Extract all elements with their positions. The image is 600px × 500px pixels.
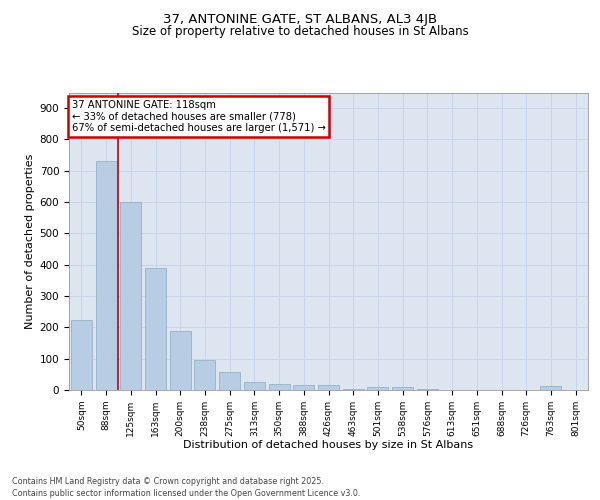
Bar [244, 382, 265, 390]
Text: Contains HM Land Registry data © Crown copyright and database right 2025.
Contai: Contains HM Land Registry data © Crown c… [12, 476, 361, 498]
Bar [392, 387, 413, 390]
Bar [120, 202, 141, 390]
Bar [541, 386, 562, 390]
Bar [343, 388, 364, 390]
Bar [219, 372, 240, 390]
Bar [194, 360, 215, 390]
Bar [170, 330, 191, 390]
Bar [71, 320, 92, 390]
Text: 37 ANTONINE GATE: 118sqm
← 33% of detached houses are smaller (778)
67% of semi-: 37 ANTONINE GATE: 118sqm ← 33% of detach… [71, 100, 325, 133]
Bar [269, 384, 290, 390]
Bar [95, 162, 116, 390]
Bar [293, 384, 314, 390]
Text: 37, ANTONINE GATE, ST ALBANS, AL3 4JB: 37, ANTONINE GATE, ST ALBANS, AL3 4JB [163, 12, 437, 26]
Bar [417, 388, 438, 390]
Bar [367, 387, 388, 390]
Bar [318, 384, 339, 390]
X-axis label: Distribution of detached houses by size in St Albans: Distribution of detached houses by size … [184, 440, 473, 450]
Bar [145, 268, 166, 390]
Text: Size of property relative to detached houses in St Albans: Size of property relative to detached ho… [131, 25, 469, 38]
Y-axis label: Number of detached properties: Number of detached properties [25, 154, 35, 329]
